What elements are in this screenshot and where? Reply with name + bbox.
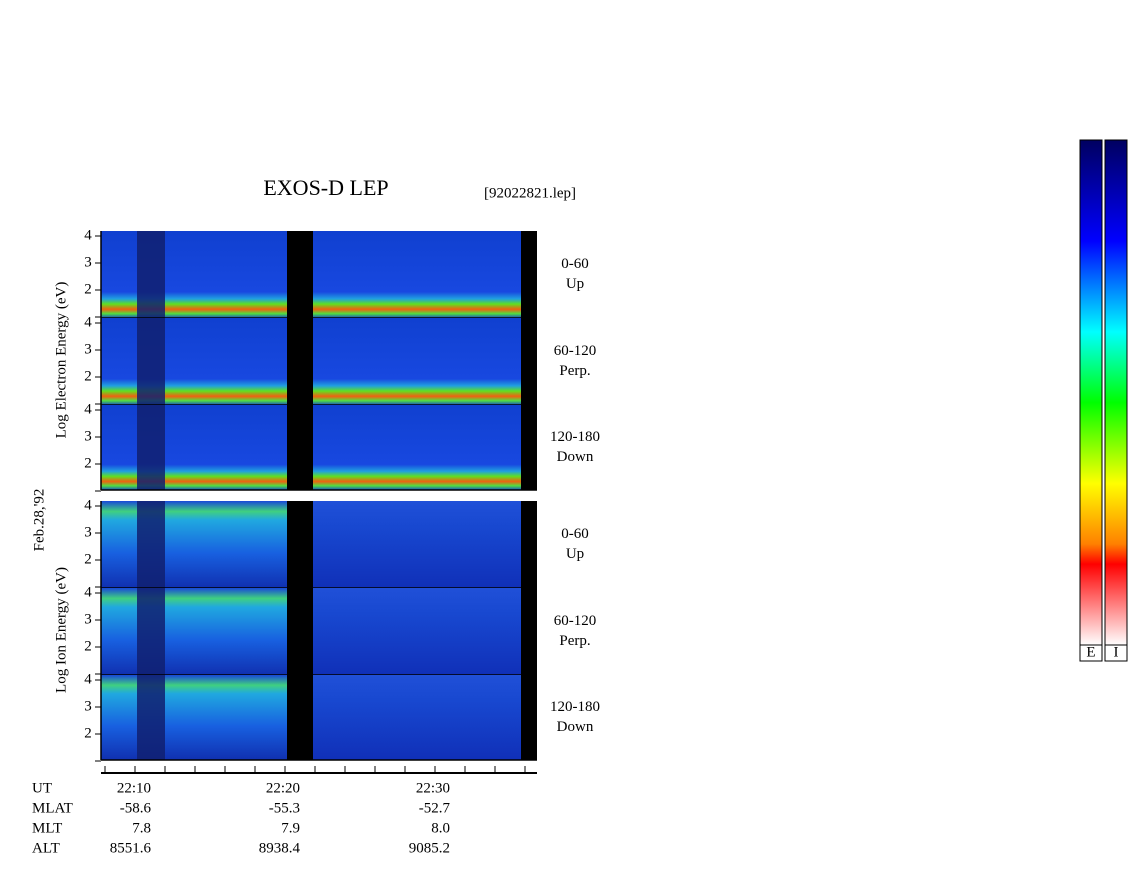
spectrogram <box>313 501 521 588</box>
color-bar <box>1104 139 1128 646</box>
panel-direction: Down <box>557 719 594 735</box>
row-label: UT <box>32 780 52 796</box>
y-tick-label: 2 <box>84 281 92 297</box>
panel-direction: Perp. <box>559 363 590 379</box>
row-label: ALT <box>32 840 60 856</box>
color-bar-label: I <box>1114 644 1119 660</box>
spectrogram <box>101 588 287 675</box>
y-tick-label: 3 <box>84 341 92 357</box>
spectrogram <box>101 501 287 588</box>
spectrogram <box>101 231 287 318</box>
data-gap <box>287 405 313 490</box>
data-gap <box>521 405 537 490</box>
y-tick-label: 3 <box>84 254 92 270</box>
spectrogram-dark <box>137 318 165 405</box>
row-value: 9085.2 <box>409 840 450 856</box>
spectrogram-dark <box>137 588 165 675</box>
data-gap <box>287 318 313 405</box>
panel-direction: Up <box>566 546 584 562</box>
spectrogram <box>313 588 521 675</box>
spectrogram <box>313 231 521 318</box>
y-tick-label: 2 <box>84 725 92 741</box>
panel-range: 60-120 <box>554 613 597 629</box>
y-tick-label: 4 <box>84 401 92 417</box>
row-label: MLAT <box>32 800 73 816</box>
color-bar-label-box <box>1104 644 1128 662</box>
data-gap <box>521 231 537 318</box>
spectrogram <box>313 405 521 490</box>
data-gap <box>521 501 537 588</box>
spectrogram-dark <box>137 675 165 760</box>
y-tick-label: 4 <box>84 227 92 243</box>
data-gap <box>521 318 537 405</box>
color-bar <box>1079 139 1103 646</box>
row-value: -52.7 <box>419 800 451 816</box>
spectrogram-dark <box>137 501 165 588</box>
data-gap <box>287 231 313 318</box>
panel-range: 0-60 <box>561 256 589 272</box>
row-value: -55.3 <box>269 800 300 816</box>
ion-y-label: Log Ion Energy (eV) <box>53 567 69 693</box>
data-gap <box>287 675 313 760</box>
panel-direction: Down <box>557 449 594 465</box>
data-gap <box>521 588 537 675</box>
y-tick-label: 2 <box>84 368 92 384</box>
y-tick-label: 3 <box>84 698 92 714</box>
row-value: 8938.4 <box>259 840 301 856</box>
row-value: 7.9 <box>281 820 300 836</box>
spectrogram <box>101 405 287 490</box>
y-tick-label: 2 <box>84 638 92 654</box>
spectrogram-dark <box>137 231 165 318</box>
color-bar-label-box <box>1079 644 1103 662</box>
title: EXOS-D LEP <box>263 175 388 200</box>
electron-y-label: Log Electron Energy (eV) <box>53 282 69 439</box>
panel-range: 120-180 <box>550 699 600 715</box>
y-tick-label: 2 <box>84 455 92 471</box>
y-tick-label: 3 <box>84 524 92 540</box>
spectrogram-dark <box>137 405 165 490</box>
row-value: -58.6 <box>120 800 152 816</box>
y-tick-label: 4 <box>84 314 92 330</box>
file-name: [92022821.lep] <box>484 185 576 201</box>
spectrogram <box>313 675 521 760</box>
row-value: 22:20 <box>266 780 300 796</box>
data-gap <box>521 675 537 760</box>
spectrogram <box>313 318 521 405</box>
panel-range: 0-60 <box>561 526 589 542</box>
panel-direction: Up <box>566 276 584 292</box>
y-tick-label: 3 <box>84 611 92 627</box>
row-value: 7.8 <box>132 820 151 836</box>
color-bar-label: E <box>1086 644 1095 660</box>
row-value: 8551.6 <box>110 840 152 856</box>
date: Feb.28,'92 <box>31 489 47 552</box>
spectrogram <box>101 318 287 405</box>
data-gap <box>287 588 313 675</box>
y-tick-label: 4 <box>84 584 92 600</box>
y-tick-label: 2 <box>84 551 92 567</box>
row-label: MLT <box>32 820 62 836</box>
panel-range: 60-120 <box>554 343 597 359</box>
y-tick-label: 4 <box>84 497 92 513</box>
row-value: 22:30 <box>416 780 450 796</box>
spectrogram <box>101 675 287 760</box>
row-value: 8.0 <box>431 820 450 836</box>
y-tick-label: 4 <box>84 671 92 687</box>
data-gap <box>287 501 313 588</box>
row-value: 22:10 <box>117 780 151 796</box>
panel-direction: Perp. <box>559 633 590 649</box>
y-tick-label: 3 <box>84 428 92 444</box>
panel-range: 120-180 <box>550 429 600 445</box>
